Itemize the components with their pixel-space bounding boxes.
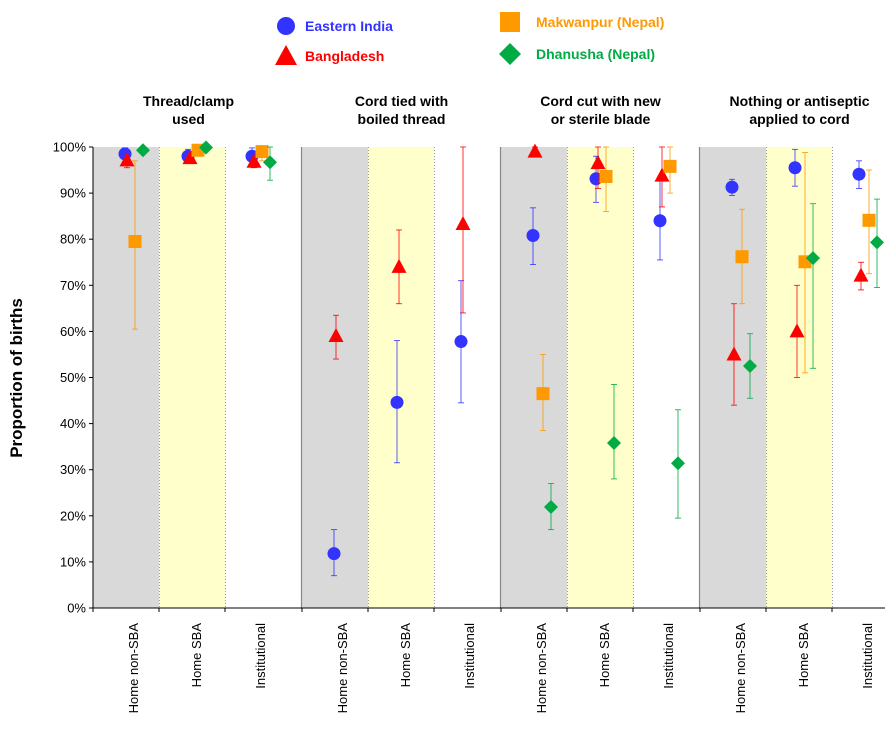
y-tick-label: 10% xyxy=(60,554,86,569)
eastern-india-point xyxy=(454,335,468,349)
category-band xyxy=(832,147,885,608)
data-marks xyxy=(118,140,884,577)
axes: 0% 10% 20% 30% 40% 50% 60% 70% 80% 90% 100% Home no… xyxy=(53,140,885,714)
x-category-label: Home SBA xyxy=(398,623,413,688)
legend-label: Makwanpur (Nepal) xyxy=(536,14,664,30)
panel-titles: Thread/clamp used Cord tied with boiled thr… xyxy=(143,93,870,127)
legend-diamond-icon xyxy=(499,43,521,65)
y-tick-label: 20% xyxy=(60,508,86,523)
y-tick-label: 60% xyxy=(60,324,86,339)
x-category-label: Home non-SBA xyxy=(733,623,748,714)
bangladesh-point xyxy=(246,153,262,168)
dhanusha-nepal-point xyxy=(136,143,150,158)
y-tick-label: 0% xyxy=(67,601,86,616)
dhanusha-nepal-point xyxy=(870,235,884,250)
bangladesh-point xyxy=(328,328,344,343)
dhanusha-nepal-point xyxy=(263,155,277,170)
category-band xyxy=(434,147,501,608)
legend-label: Dhanusha (Nepal) xyxy=(536,46,655,62)
panel-title: Cord cut with new xyxy=(540,93,661,109)
bangladesh-point xyxy=(527,143,543,158)
x-category-label: Institutional xyxy=(462,623,477,689)
x-category-label: Home non-SBA xyxy=(335,623,350,714)
dhanusha-nepal-point xyxy=(743,358,757,373)
makwanpur-nepal-point xyxy=(862,213,876,227)
eastern-india-point xyxy=(852,167,866,181)
legend: Eastern India Bangladesh Makwanpur (Nepal)… xyxy=(275,12,664,65)
panel-title: boiled thread xyxy=(358,111,446,127)
x-category-label: Institutional xyxy=(661,623,676,689)
y-axis-label: Proportion of births xyxy=(7,298,26,458)
category-band xyxy=(700,147,766,608)
eastern-india-point xyxy=(390,395,404,409)
category-band xyxy=(633,147,700,608)
panel-title: Thread/clamp xyxy=(143,93,234,109)
legend-label: Eastern India xyxy=(305,18,393,34)
category-bands xyxy=(93,147,885,608)
category-band xyxy=(567,147,633,608)
eastern-india-point xyxy=(327,547,341,561)
bangladesh-point xyxy=(182,150,198,165)
category-band xyxy=(159,147,225,608)
dhanusha-nepal-point xyxy=(671,456,685,471)
bangladesh-point xyxy=(590,155,606,170)
eastern-india-point xyxy=(653,214,667,228)
category-band xyxy=(225,147,302,608)
category-band xyxy=(368,147,434,608)
bangladesh-point xyxy=(119,152,135,167)
legend-label: Bangladesh xyxy=(305,48,384,64)
legend-triangle-icon xyxy=(275,45,297,65)
dhanusha-nepal-point xyxy=(544,500,558,515)
x-category-label: Home SBA xyxy=(189,623,204,688)
x-category-label: Home non-SBA xyxy=(126,623,141,714)
panel-dividers xyxy=(159,147,833,608)
x-category-label: Home non-SBA xyxy=(534,623,549,714)
category-band xyxy=(501,147,567,608)
bangladesh-point xyxy=(853,267,869,282)
dhanusha-nepal-point xyxy=(806,251,820,266)
dhanusha-nepal-point xyxy=(199,140,213,155)
legend-circle-icon xyxy=(277,17,295,35)
makwanpur-nepal-point xyxy=(663,159,677,173)
y-tick-label: 50% xyxy=(60,370,86,385)
makwanpur-nepal-point xyxy=(255,145,269,159)
makwanpur-nepal-point xyxy=(599,170,613,184)
category-band xyxy=(93,147,159,608)
y-tick-label: 30% xyxy=(60,462,86,477)
makwanpur-nepal-point xyxy=(128,235,142,249)
dhanusha-nepal-point xyxy=(607,435,621,450)
y-tick-label: 100% xyxy=(53,140,87,155)
bangladesh-point xyxy=(789,323,805,338)
eastern-india-point xyxy=(725,180,739,194)
panel-title: applied to cord xyxy=(749,111,849,127)
panel-title: or sterile blade xyxy=(551,111,651,127)
eastern-india-point xyxy=(589,172,603,186)
panel-title: used xyxy=(172,111,205,127)
legend-square-icon xyxy=(500,12,520,32)
bangladesh-point xyxy=(455,215,471,230)
y-tick-label: 90% xyxy=(60,186,86,201)
y-tick-label: 40% xyxy=(60,416,86,431)
bangladesh-point xyxy=(391,258,407,273)
eastern-india-point xyxy=(526,229,540,243)
panel-title: Cord tied with xyxy=(355,93,448,109)
y-tick-label: 70% xyxy=(60,278,86,293)
eastern-india-point xyxy=(788,161,802,175)
makwanpur-nepal-point xyxy=(536,387,550,401)
panel-title: Nothing or antiseptic xyxy=(730,93,870,109)
bangladesh-point xyxy=(654,167,670,182)
makwanpur-nepal-point xyxy=(735,250,749,264)
x-category-label: Institutional xyxy=(860,623,875,689)
bangladesh-point xyxy=(726,346,742,361)
category-band xyxy=(302,147,368,608)
x-category-label: Home SBA xyxy=(796,623,811,688)
x-category-label: Institutional xyxy=(253,623,268,689)
x-category-label: Home SBA xyxy=(597,623,612,688)
y-tick-label: 80% xyxy=(60,232,86,247)
